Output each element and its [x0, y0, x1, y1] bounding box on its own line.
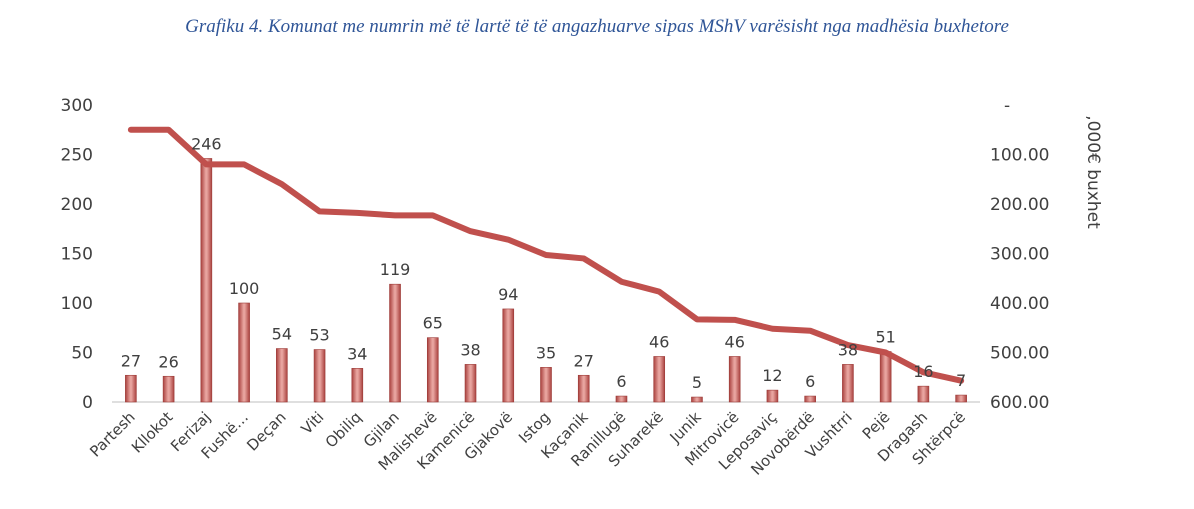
- bar: [200, 158, 213, 403]
- x-tick-label: Obiliq: [322, 408, 365, 451]
- y-tick-label: 300: [61, 96, 93, 116]
- y2-tick-label: -: [1004, 96, 1010, 116]
- x-tick-label: Viti: [298, 408, 328, 438]
- data-label: 6: [616, 372, 626, 391]
- bar: [728, 356, 741, 403]
- y-tick-label: 0: [82, 393, 93, 413]
- bar: [389, 283, 401, 403]
- y-tick-label: 250: [61, 146, 93, 166]
- y2-tick-label: 100.00: [990, 146, 1049, 166]
- data-label: 38: [460, 340, 480, 359]
- data-label: 27: [121, 351, 141, 370]
- data-label: 46: [725, 332, 745, 351]
- data-label: 7: [956, 371, 966, 390]
- bar: [351, 368, 364, 403]
- data-label: 12: [762, 366, 782, 385]
- bar: [766, 389, 779, 403]
- data-label: 53: [309, 326, 329, 345]
- bar: [313, 349, 326, 403]
- data-label: 38: [838, 340, 858, 359]
- bar: [615, 395, 628, 403]
- data-label: 46: [649, 332, 669, 351]
- bar: [276, 348, 288, 403]
- bar: [917, 385, 930, 403]
- bar: [125, 374, 137, 403]
- budget-line: [127, 126, 965, 384]
- data-label: 246: [191, 134, 222, 153]
- x-tick-label: Deçan: [243, 408, 289, 454]
- data-label: 94: [498, 285, 518, 304]
- bar: [691, 396, 703, 403]
- y2-tick-label: 400.00: [990, 294, 1049, 314]
- y2-tick-label: 300.00: [990, 245, 1049, 265]
- y-tick-label: 200: [61, 195, 93, 215]
- y-tick-label: 50: [71, 344, 93, 364]
- data-label: 5: [692, 373, 702, 392]
- data-label: 51: [875, 328, 895, 347]
- data-label: 26: [158, 352, 178, 371]
- data-label: 35: [536, 343, 556, 362]
- bar: [879, 351, 892, 403]
- y2-tick-label: 600.00: [990, 393, 1049, 413]
- data-label: 65: [423, 314, 443, 333]
- data-label: 16: [913, 362, 933, 381]
- bar: [426, 337, 439, 403]
- bar: [162, 375, 175, 403]
- data-label: 100: [229, 279, 260, 298]
- data-label: 119: [380, 260, 411, 279]
- data-label: 34: [347, 344, 367, 363]
- x-tick-label: Partesh: [86, 408, 138, 460]
- bar: [464, 364, 477, 403]
- bar: [502, 308, 515, 403]
- y2-tick-label: 500.00: [990, 344, 1049, 364]
- bar: [577, 374, 590, 403]
- bar: [955, 394, 967, 403]
- bar: [804, 395, 816, 403]
- bar: [540, 367, 552, 403]
- y2-axis-label: ,000€ buxhet: [1083, 115, 1103, 229]
- bar: [842, 364, 854, 403]
- data-label: 6: [805, 372, 815, 391]
- data-label: 54: [272, 325, 292, 344]
- data-label: 27: [574, 351, 594, 370]
- bar: [653, 356, 666, 403]
- y2-tick-label: 200.00: [990, 195, 1049, 215]
- bar: [238, 302, 250, 403]
- y-tick-label: 150: [61, 245, 93, 265]
- chart-title: Grafiku 4. Komunat me numrin më të lartë…: [185, 16, 1009, 37]
- y-tick-label: 100: [61, 294, 93, 314]
- x-tick-label: Kllokot: [128, 408, 177, 457]
